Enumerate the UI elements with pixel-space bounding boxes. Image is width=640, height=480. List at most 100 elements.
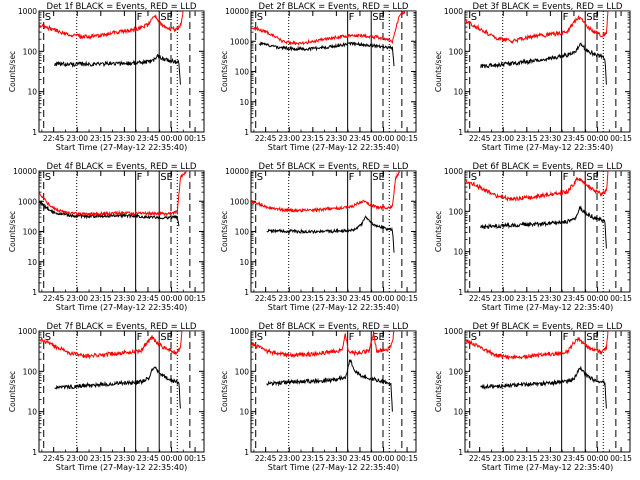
- panel-title: Det 5f BLACK = Events, RED = LLD: [259, 162, 409, 172]
- marker-f: F: [137, 332, 143, 343]
- x-tick-label: 23:45: [349, 134, 371, 143]
- y-axis-label: Counts/sec: [434, 51, 443, 92]
- x-tick-label: 23:45: [137, 134, 159, 143]
- x-tick-label: 23:30: [114, 294, 136, 303]
- x-tick-label: 23:30: [114, 134, 136, 143]
- x-tick-label: 23:00: [66, 134, 88, 143]
- x-axis-label: Start Time (27-May-12 22:35:40): [482, 143, 613, 152]
- x-tick-label: 23:00: [492, 454, 514, 463]
- marker-f: F: [563, 12, 569, 23]
- x-axis-label: Start Time (27-May-12 22:35:40): [268, 303, 399, 312]
- events-series-line: [39, 200, 180, 227]
- marker-f: F: [349, 172, 355, 183]
- marker-f: F: [349, 12, 355, 23]
- y-axis-label: Counts/sec: [8, 211, 17, 252]
- panel-title: Det 3f BLACK = Events, RED = LLD: [473, 2, 623, 12]
- marker-s: S: [257, 332, 263, 343]
- marker-s: S: [257, 172, 263, 183]
- x-tick-label: 00:00: [587, 134, 609, 143]
- x-tick-label: 22:45: [255, 454, 277, 463]
- x-axis-label: Start Time (27-May-12 22:35:40): [482, 303, 613, 312]
- y-tick-label: 100: [23, 367, 38, 376]
- x-axis-label: Start Time (27-May-12 22:35:40): [268, 463, 399, 472]
- marker-s: S: [45, 172, 51, 183]
- y-tick-label: 10000: [225, 7, 249, 16]
- plot-frame: [250, 330, 417, 453]
- plot-frame: [464, 10, 631, 133]
- y-tick-label: 10: [27, 258, 37, 267]
- x-tick-label: 22:45: [469, 134, 491, 143]
- y-tick-label: 10: [239, 98, 249, 107]
- x-tick-label: 00:00: [373, 294, 395, 303]
- y-axis-label: Counts/sec: [8, 371, 17, 412]
- y-tick-label: 10: [453, 248, 463, 257]
- y-axis-label: Counts/sec: [434, 211, 443, 252]
- x-tick-label: 22:45: [469, 454, 491, 463]
- lld-series-line: [251, 331, 416, 359]
- marker-se: SE: [160, 12, 173, 23]
- x-tick-label: 23:30: [540, 294, 562, 303]
- marker-f: F: [137, 12, 143, 23]
- marker-s: S: [471, 172, 477, 183]
- y-tick-label: 1: [244, 448, 249, 457]
- x-tick-label: 00:00: [373, 454, 395, 463]
- y-axis-label: Counts/sec: [220, 51, 229, 92]
- marker-f: F: [563, 332, 569, 343]
- panel-title: Det 9f BLACK = Events, RED = LLD: [473, 322, 623, 332]
- lld-series-line: [465, 331, 630, 361]
- panel-5: Det 5f BLACK = Events, RED = LLD 1 10 100 10…: [220, 162, 418, 312]
- y-tick-label: 100: [235, 228, 250, 237]
- plot-frame: [464, 170, 631, 293]
- x-tick-label: 23:15: [90, 294, 112, 303]
- marker-se: SE: [372, 12, 385, 23]
- x-axis-label: Start Time (27-May-12 22:35:40): [56, 143, 187, 152]
- x-tick-label: 00:00: [587, 294, 609, 303]
- x-axis-label: Start Time (27-May-12 22:35:40): [56, 303, 187, 312]
- x-tick-label: 00:15: [184, 134, 206, 143]
- events-series-line: [54, 53, 181, 85]
- x-tick-label: 22:45: [43, 294, 65, 303]
- y-tick-label: 1000: [230, 197, 249, 206]
- events-series-line: [480, 205, 607, 249]
- x-tick-label: 23:00: [492, 134, 514, 143]
- panel-title: Det 1f BLACK = Events, RED = LLD: [47, 2, 197, 12]
- events-series-line: [54, 366, 181, 409]
- events-series-line: [266, 215, 395, 253]
- x-tick-label: 23:00: [278, 294, 300, 303]
- y-tick-label: 1000: [444, 167, 463, 176]
- x-tick-label: 00:15: [610, 134, 632, 143]
- x-tick-label: 23:45: [563, 454, 585, 463]
- y-tick-label: 1000: [18, 197, 37, 206]
- marker-s: S: [471, 12, 477, 23]
- x-tick-label: 23:15: [302, 134, 324, 143]
- marker-se: SE: [586, 332, 599, 343]
- x-tick-label: 23:15: [90, 134, 112, 143]
- y-tick-label: 1000: [18, 7, 37, 16]
- x-tick-label: 23:00: [66, 454, 88, 463]
- x-tick-label: 00:00: [161, 134, 183, 143]
- x-tick-label: 23:15: [302, 454, 324, 463]
- marker-se: SE: [160, 332, 173, 343]
- x-tick-label: 23:15: [90, 454, 112, 463]
- y-axis-label: Counts/sec: [220, 371, 229, 412]
- x-tick-label: 23:30: [326, 454, 348, 463]
- events-series-line: [480, 365, 607, 409]
- x-tick-label: 00:15: [610, 454, 632, 463]
- x-tick-label: 00:15: [396, 134, 418, 143]
- marker-f: F: [137, 172, 143, 183]
- x-tick-label: 23:45: [137, 294, 159, 303]
- events-series-line: [258, 41, 395, 67]
- x-tick-label: 23:00: [278, 454, 300, 463]
- lld-series-line: [39, 11, 204, 40]
- y-axis-label: Counts/sec: [220, 211, 229, 252]
- marker-s: S: [45, 12, 51, 23]
- y-tick-label: 100: [235, 68, 250, 77]
- x-tick-label: 23:45: [563, 134, 585, 143]
- marker-s: S: [471, 332, 477, 343]
- y-tick-label: 10: [453, 408, 463, 417]
- x-tick-label: 23:15: [516, 134, 538, 143]
- x-tick-label: 00:15: [396, 454, 418, 463]
- x-tick-label: 00:00: [587, 454, 609, 463]
- x-tick-label: 00:00: [373, 134, 395, 143]
- y-tick-label: 100: [23, 228, 38, 237]
